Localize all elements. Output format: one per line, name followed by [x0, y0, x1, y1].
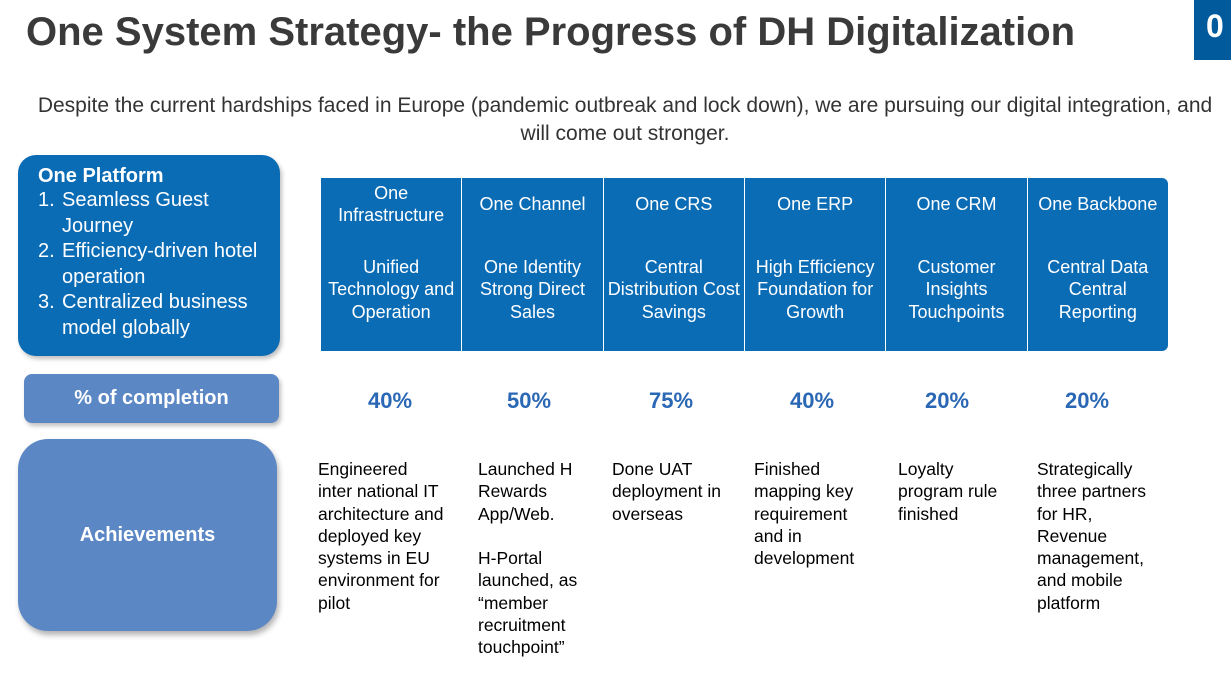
- platform-item-number: 2.: [38, 240, 55, 262]
- completion-value: 40%: [367, 388, 413, 413]
- strategy-column: One Channel One Identity Strong Direct S…: [462, 178, 604, 351]
- platform-title: One Platform: [38, 165, 164, 187]
- achievement-text: Launched H Rewards App/Web. H-Portal lau…: [478, 459, 578, 658]
- platform-item-text: Centralized business model globally: [62, 291, 248, 339]
- completion-value: 20%: [1064, 388, 1110, 413]
- page-number: 0: [1194, 0, 1231, 60]
- slide-subtitle: Despite the current hardships faced in E…: [37, 94, 1213, 145]
- achievement-text: Done UAT deployment in overseas: [612, 459, 721, 524]
- column-focus: One Identity Strong Direct Sales: [479, 256, 586, 322]
- achievement-text: Loyalty program rule finished: [898, 459, 998, 524]
- column-focus: Central Data Central Reporting: [1047, 256, 1149, 322]
- slide-title: One System Strategy- the Progress of DH …: [26, 10, 1076, 54]
- completion-label: % of completion: [24, 374, 279, 423]
- platform-list: 1. Seamless Guest Journey 2. Efficiency-…: [38, 188, 270, 341]
- column-focus: High Efficiency Foundation for Growth: [755, 256, 875, 322]
- completion-value: 50%: [506, 388, 552, 413]
- column-focus: Unified Technology and Operation: [328, 256, 455, 322]
- achievements-label: Achievements: [18, 439, 277, 631]
- strategy-column: One Backbone Central Data Central Report…: [1028, 178, 1168, 351]
- column-name: One CRM: [916, 194, 997, 214]
- strategy-table: One Infrastructure Unified Technology an…: [321, 178, 1168, 351]
- strategy-column: One Infrastructure Unified Technology an…: [321, 178, 463, 351]
- achievement-text: Engineered inter national IT architectur…: [318, 459, 444, 613]
- strategy-column: One ERP High Efficiency Foundation for G…: [745, 178, 887, 351]
- achievement-text: Finished mapping key requirement and in …: [754, 459, 855, 569]
- completion-value: 20%: [924, 388, 970, 413]
- platform-item: 1. Seamless Guest Journey: [38, 188, 270, 239]
- column-name: One Channel: [479, 194, 586, 214]
- platform-item-number: 1.: [38, 189, 55, 211]
- completion-value: 75%: [648, 388, 694, 413]
- platform-item-number: 3.: [38, 291, 55, 313]
- column-name: One CRS: [635, 194, 713, 214]
- achievement-text: Strategically three partners for HR, Rev…: [1037, 459, 1146, 613]
- platform-item: 3. Centralized business model globally: [38, 290, 270, 341]
- platform-item-text: Seamless Guest Journey: [62, 189, 209, 237]
- column-name: One Infrastructure: [338, 183, 445, 225]
- column-focus: Central Distribution Cost Savings: [607, 256, 740, 322]
- column-name: One ERP: [777, 194, 854, 214]
- completion-value: 40%: [789, 388, 835, 413]
- strategy-column: One CRM Customer Insights Touchpoints: [886, 178, 1028, 351]
- platform-item-text: Efficiency-driven hotel operation: [62, 240, 258, 288]
- strategy-column: One CRS Central Distribution Cost Saving…: [604, 178, 745, 351]
- column-name: One Backbone: [1038, 194, 1158, 214]
- column-focus: Customer Insights Touchpoints: [908, 256, 1005, 322]
- one-platform-box: One Platform 1. Seamless Guest Journey 2…: [18, 155, 280, 356]
- platform-item: 2. Efficiency-driven hotel operation: [38, 239, 270, 290]
